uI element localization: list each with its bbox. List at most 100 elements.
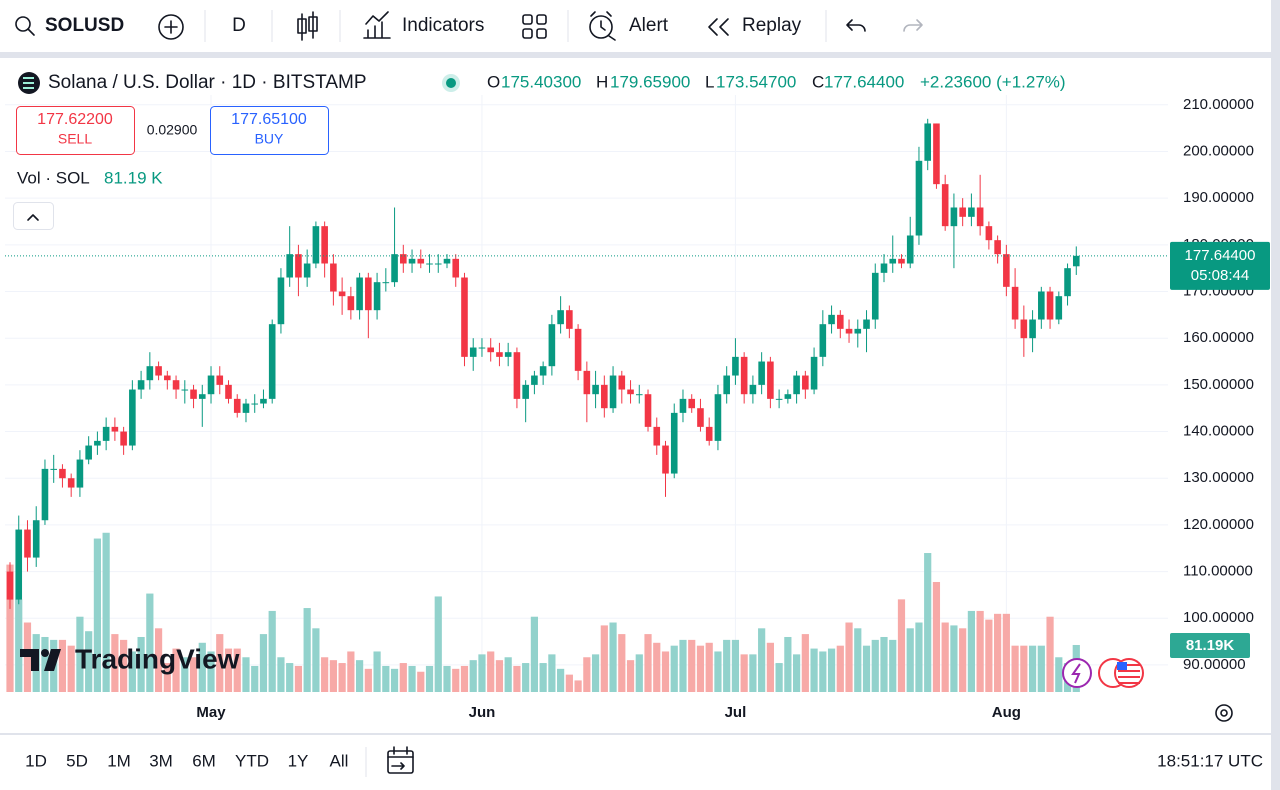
floating-icons[interactable] <box>1062 658 1144 688</box>
candle-body <box>627 389 634 395</box>
volume-bar <box>740 654 748 692</box>
candle-body <box>32 520 40 558</box>
candle-body <box>85 445 92 460</box>
candle-body <box>740 356 748 395</box>
candle-body <box>198 394 206 399</box>
calendar-icon <box>387 746 414 770</box>
watermark-text: TradingView <box>75 643 240 674</box>
volume-bar <box>897 599 906 692</box>
range-button[interactable]: 1Y <box>288 751 309 770</box>
candle-body <box>50 468 57 470</box>
volume-bar <box>696 645 705 692</box>
range-button[interactable]: 3M <box>149 751 173 770</box>
sell-button[interactable]: 177.62200 SELL <box>16 106 135 155</box>
candle-body <box>172 380 180 390</box>
candle-body <box>295 254 302 278</box>
volume-bar <box>985 619 993 692</box>
volume-bar <box>172 648 180 692</box>
collapse-button[interactable] <box>13 202 54 230</box>
candle-body <box>994 240 1001 255</box>
volume-bar <box>321 657 329 692</box>
candle-body <box>714 394 722 441</box>
undo-button[interactable] <box>846 19 866 32</box>
volume-bar <box>163 663 171 692</box>
range-button[interactable]: 6M <box>192 751 216 770</box>
range-button[interactable]: 1M <box>107 751 131 770</box>
watermark-logo <box>20 649 61 671</box>
volume-bar <box>513 665 521 692</box>
candle-body <box>478 347 486 349</box>
candle-body <box>767 361 774 399</box>
x-tick-label: Aug <box>992 704 1021 721</box>
candle-body <box>111 426 119 432</box>
y-tick-label: 200.00000 <box>1183 142 1254 159</box>
flag-icon <box>1117 662 1127 670</box>
buy-button[interactable]: 177.65100 BUY <box>210 106 329 155</box>
volume-bar <box>120 639 128 692</box>
ohlc-value: 177.64400 <box>824 72 904 91</box>
candle-body <box>1029 319 1036 339</box>
volume-bar <box>548 654 556 692</box>
candle-body <box>679 398 687 413</box>
volume-bar <box>93 538 101 692</box>
volume-bar <box>539 663 547 692</box>
replay-button[interactable]: Replay <box>708 15 802 36</box>
alert-button[interactable]: Alert <box>589 11 669 41</box>
volume-bar <box>364 668 372 692</box>
volume-bar <box>216 634 224 692</box>
gear-icon <box>1215 704 1233 722</box>
indicators-button[interactable]: Indicators <box>363 11 484 39</box>
candle-body <box>120 431 127 446</box>
range-button[interactable]: 1D <box>25 751 47 770</box>
y-tick-label: 150.00000 <box>1183 376 1254 393</box>
candle-body <box>277 277 285 325</box>
volume-bar <box>6 564 14 692</box>
symbol-search[interactable]: SOLUSD <box>15 15 124 36</box>
goto-date-button[interactable] <box>387 746 414 774</box>
candle-body <box>723 375 730 395</box>
candle-body <box>408 258 416 264</box>
candle-body <box>417 258 425 264</box>
redo-button[interactable] <box>903 19 923 32</box>
axis-settings[interactable] <box>1215 704 1233 722</box>
volume-bar <box>950 625 958 692</box>
candle-body <box>784 394 792 399</box>
candle-body <box>251 403 259 405</box>
candle-body <box>601 384 608 409</box>
chart-type-button[interactable] <box>297 11 318 41</box>
candle-body <box>6 571 14 600</box>
candle-body <box>330 263 337 292</box>
layout-button[interactable] <box>522 14 547 39</box>
candle-body <box>889 258 897 264</box>
candle-body <box>190 389 197 399</box>
layout-icon <box>522 28 533 39</box>
candle-body <box>312 226 320 264</box>
volume-bar <box>207 651 215 692</box>
plus-icon <box>164 20 178 34</box>
candle-body <box>548 324 556 367</box>
buy-box <box>210 106 329 155</box>
x-tick-label: Jun <box>469 704 496 721</box>
replay-icon <box>708 18 729 36</box>
candle-body <box>181 389 189 391</box>
last-price-label: 177.64400 <box>1185 247 1256 264</box>
volume-bar <box>862 645 871 692</box>
candle-body <box>802 375 809 390</box>
compare-button[interactable] <box>158 14 184 40</box>
candle-body <box>469 347 477 357</box>
candle-body <box>443 258 451 264</box>
badges: 177.64400 05:08:44 81.19K <box>5 241 1270 658</box>
candle-body <box>950 207 958 227</box>
range-button[interactable]: 5D <box>66 751 88 770</box>
volume-bar <box>845 622 853 692</box>
range-button[interactable]: YTD <box>235 751 269 770</box>
indicators-icon <box>363 11 391 39</box>
y-tick-label: 100.00000 <box>1183 609 1254 626</box>
volume-bar <box>233 648 241 692</box>
interval-button[interactable]: D <box>232 15 246 36</box>
candle-body <box>41 468 49 521</box>
volume-bar <box>609 622 617 692</box>
candle-body <box>775 398 783 400</box>
range-button[interactable]: All <box>330 751 349 770</box>
volume-bar <box>688 639 696 692</box>
